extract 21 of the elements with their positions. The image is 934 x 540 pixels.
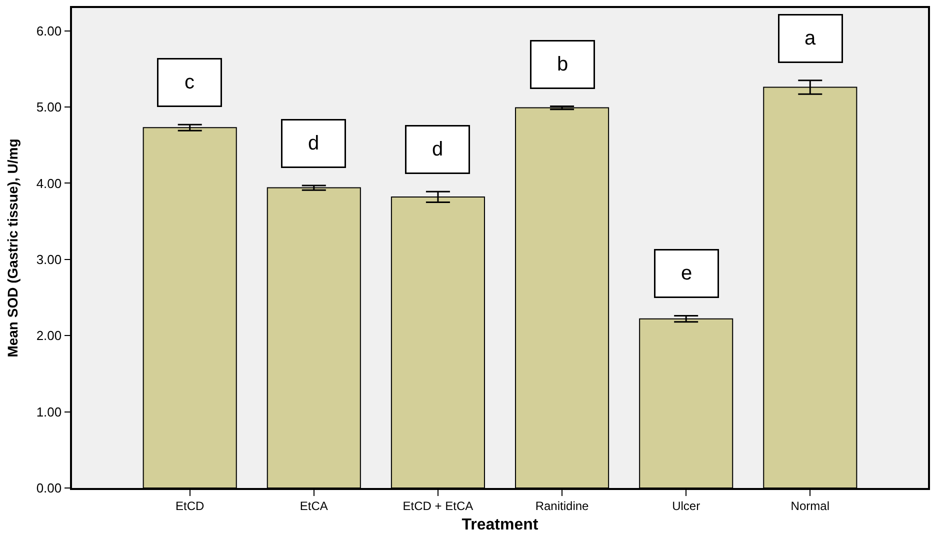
x-tick-label: EtCD [176,499,205,514]
x-axis-title: Treatment [462,516,539,534]
y-axis-title: Mean SOD (Gastric tissue), U/mg [4,138,20,358]
y-tick-label: 3.00 [36,252,62,267]
annotation: d [308,132,320,154]
y-tick-label: 6.00 [36,23,62,38]
y-tick-label: 2.00 [36,328,62,344]
annotation: a [804,28,816,50]
x-tick-label: Ranitidine [535,499,590,514]
annotation: d [432,138,444,160]
annotation: e [680,262,692,284]
y-tick-label: 4.00 [36,176,62,191]
x-tick-label: Normal [790,499,830,514]
y-tick-label: 1.00 [36,404,62,420]
annotation: c [184,72,194,94]
y-tick-label: 5.00 [36,100,62,115]
annotation: b [556,54,568,76]
x-tick-label: EtCD + EtCA [402,499,474,514]
x-tick-label: EtCA [300,499,328,514]
x-tick-label: Ulcer [672,499,700,514]
y-tick-label: 0.00 [36,480,62,496]
